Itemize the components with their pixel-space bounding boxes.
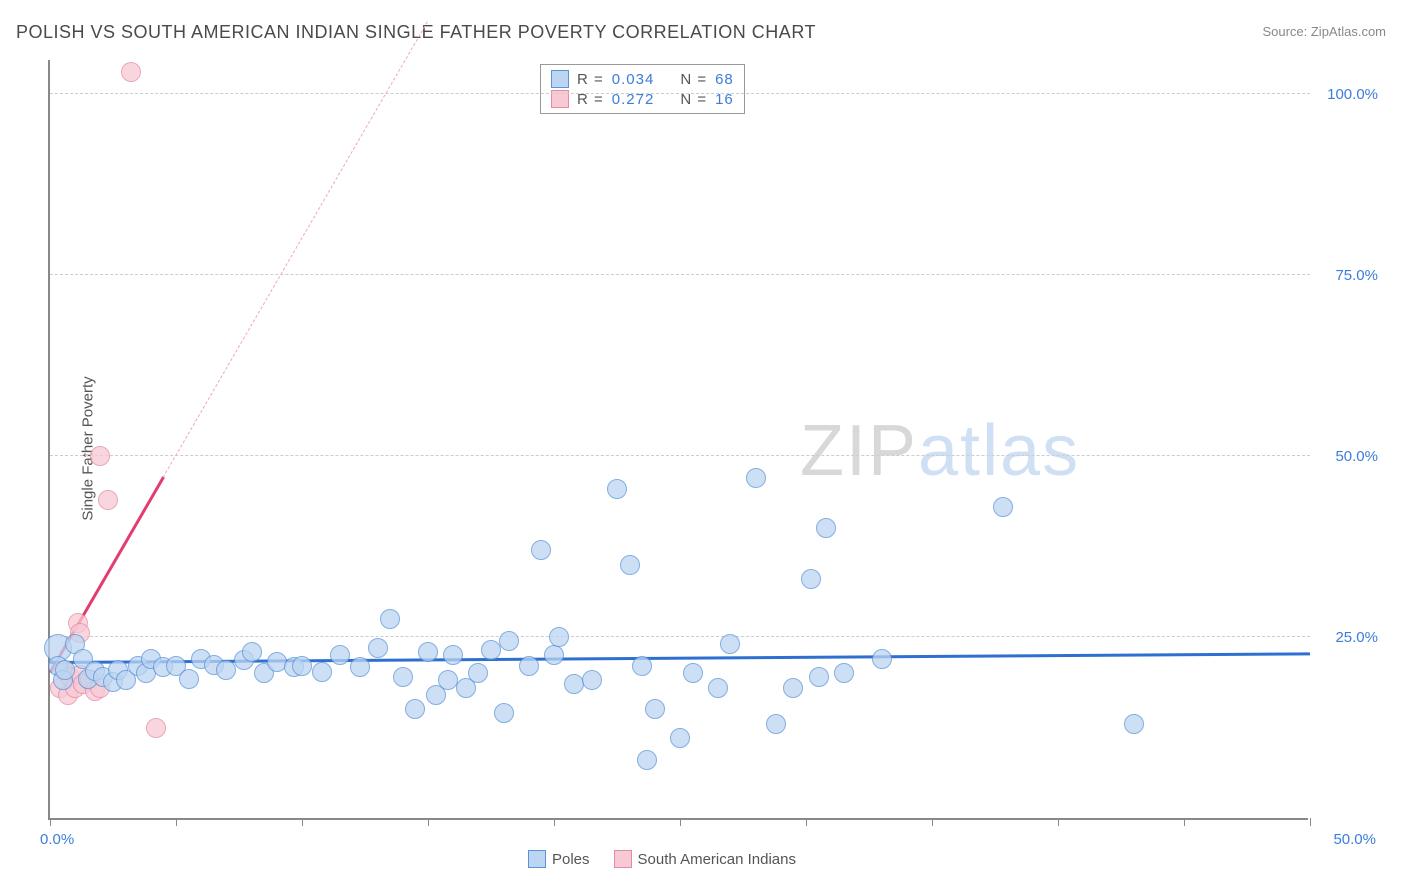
stats-row: R =0.272N =16 [551,89,734,109]
data-point-blue [312,662,332,682]
stats-row: R = 0.034 N = 68 [551,69,734,89]
data-point-blue [746,468,766,488]
gridline [50,455,1310,456]
data-point-blue [494,703,514,723]
data-point-blue [993,497,1013,517]
data-point-blue [499,631,519,651]
data-point-blue [350,657,370,677]
x-tick [1058,818,1059,826]
data-point-blue [330,645,350,665]
watermark-zip: ZIP [800,411,918,491]
data-point-blue [783,678,803,698]
data-point-blue [816,518,836,538]
y-tick-label: 100.0% [1318,86,1378,103]
data-point-blue [216,660,236,680]
data-point-blue [418,642,438,662]
y-tick-label: 25.0% [1318,629,1378,646]
n-label: N = [680,71,707,88]
data-point-blue [179,669,199,689]
r-value: 0.034 [612,71,655,88]
n-value: 68 [715,71,734,88]
data-point-blue [801,569,821,589]
data-point-blue [405,699,425,719]
watermark: ZIPatlas [800,410,1080,492]
data-point-blue [519,656,539,676]
data-point-pink [90,446,110,466]
x-tick [176,818,177,826]
x-tick [1310,818,1311,826]
data-point-blue [549,627,569,647]
gridline [50,274,1310,275]
x-tick [680,818,681,826]
data-point-blue [292,656,312,676]
gridline [50,636,1310,637]
data-point-blue [368,638,388,658]
legend-item: Poles [528,850,590,868]
legend-label: South American Indians [638,851,796,868]
x-tick [806,818,807,826]
x-tick [302,818,303,826]
data-point-blue [468,663,488,683]
data-point-pink [146,718,166,738]
data-point-pink [121,62,141,82]
data-point-blue [637,750,657,770]
data-point-blue [683,663,703,683]
legend-label: Poles [552,851,590,868]
source-label: Source: ZipAtlas.com [1262,24,1386,39]
scatter-plot: ZIPatlas R =0.034N =68R =0.272N =16 25.0… [48,60,1308,820]
data-point-blue [708,678,728,698]
data-point-blue [872,649,892,669]
data-point-blue [582,670,602,690]
legend-item: South American Indians [614,850,796,868]
data-point-blue [393,667,413,687]
legend-swatch [614,850,632,868]
data-point-blue [380,609,400,629]
data-point-pink [98,490,118,510]
x-tick [1184,818,1185,826]
data-point-blue [645,699,665,719]
trend-line-extrapolated [163,21,428,477]
data-point-blue [531,540,551,560]
data-point-blue [720,634,740,654]
data-point-blue [443,645,463,665]
correlation-stats-box: R = 0.034 N = 68R =0.272N =16 [540,64,745,114]
x-tick-label: 0.0% [40,831,74,848]
data-point-blue [544,645,564,665]
y-tick-label: 50.0% [1318,448,1378,465]
series-swatch [551,70,569,88]
data-point-blue [607,479,627,499]
data-point-blue [55,660,75,680]
legend-swatch [528,850,546,868]
x-tick [932,818,933,826]
watermark-atlas: atlas [918,411,1080,491]
data-point-blue [809,667,829,687]
x-tick [554,818,555,826]
y-tick-label: 75.0% [1318,267,1378,284]
r-label: R = [577,71,604,88]
chart-area: Single Father Poverty ZIPatlas R =0.034N… [48,60,1388,830]
data-point-blue [632,656,652,676]
data-point-blue [766,714,786,734]
x-tick-label: 50.0% [1333,831,1376,848]
data-point-blue [242,642,262,662]
legend: Poles South American Indians [528,850,796,868]
data-point-blue [670,728,690,748]
gridline [50,93,1310,94]
x-tick [50,818,51,826]
data-point-blue [1124,714,1144,734]
data-point-blue [834,663,854,683]
data-point-blue [620,555,640,575]
x-tick [428,818,429,826]
